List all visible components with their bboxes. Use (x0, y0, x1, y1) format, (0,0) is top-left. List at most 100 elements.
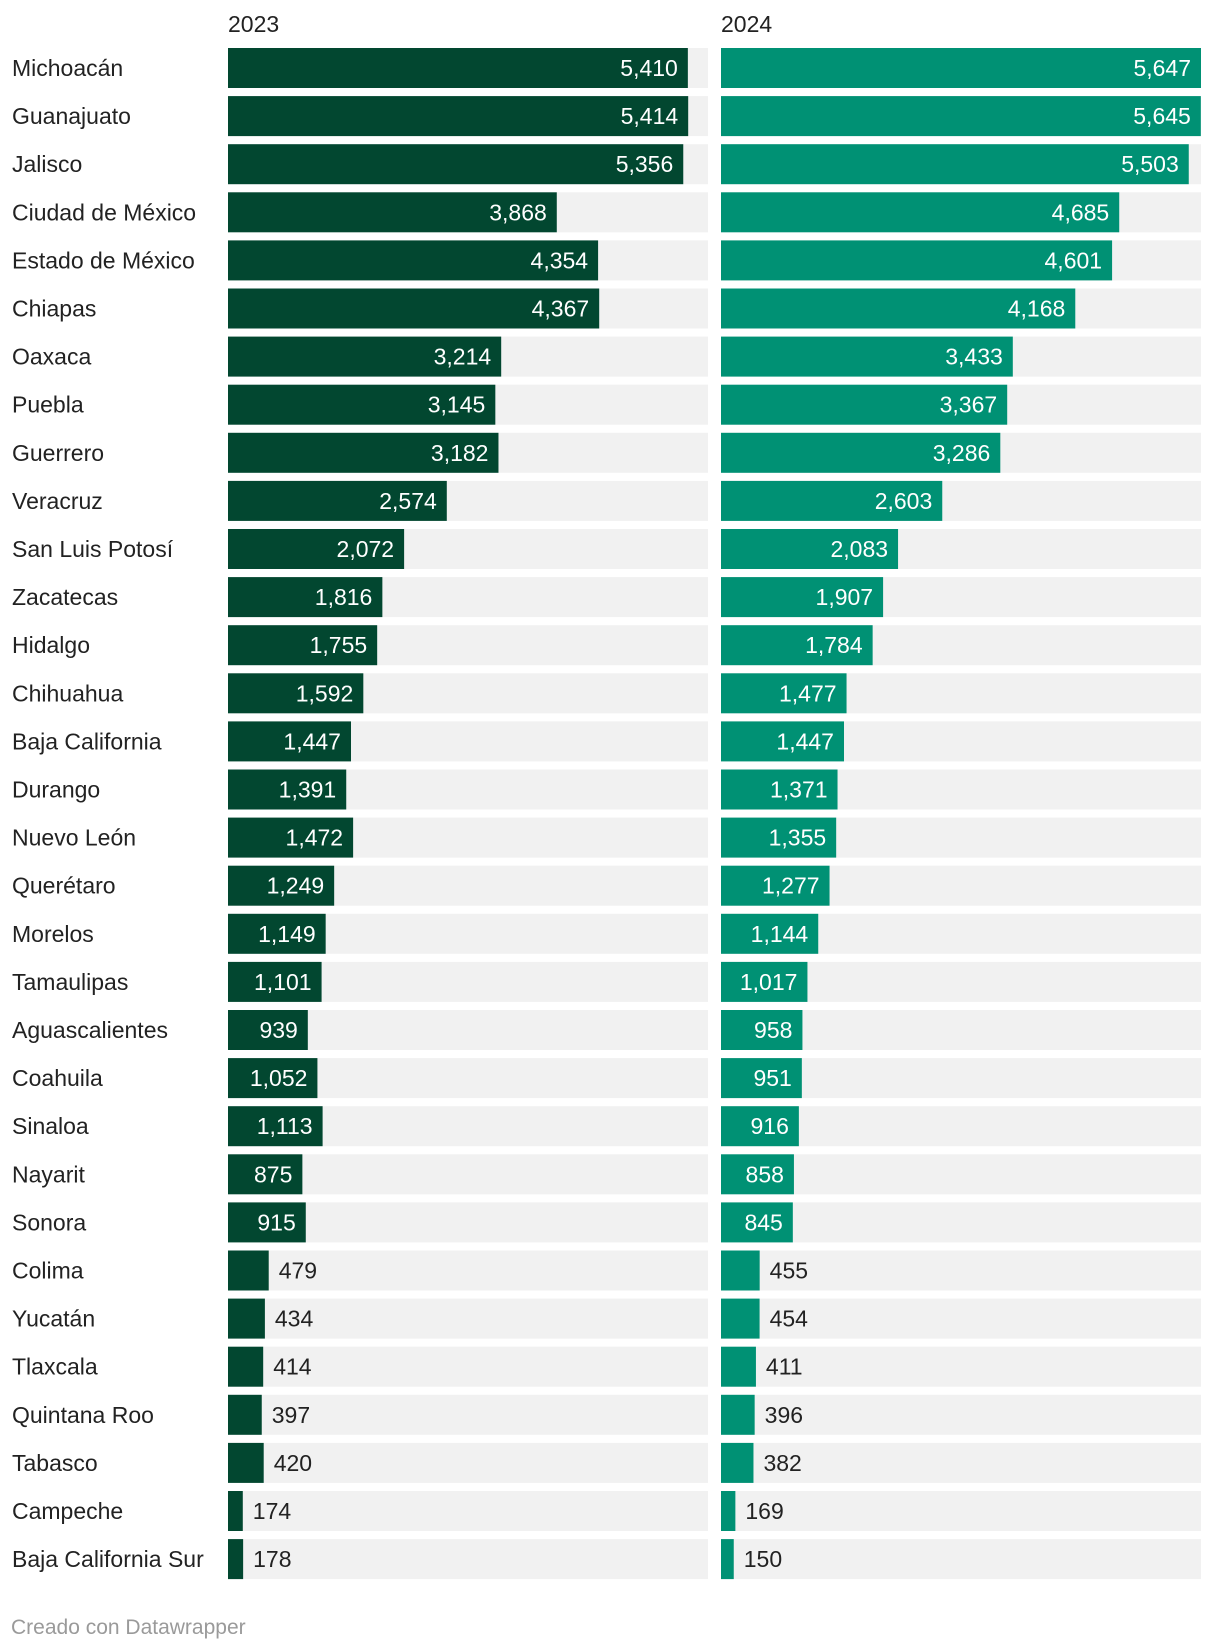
value-label-2024: 1,477 (779, 680, 837, 706)
bar-2023 (228, 1250, 269, 1291)
row-label: Veracruz (12, 488, 103, 514)
bar-2024 (721, 625, 873, 666)
row-label: Oaxaca (12, 344, 91, 370)
bar-2024 (721, 529, 899, 569)
value-label-2024: 150 (744, 1546, 782, 1572)
value-label-2024: 951 (753, 1065, 791, 1091)
bar-track-2024 (721, 1154, 1201, 1195)
value-label-2024: 4,685 (1052, 199, 1110, 225)
value-label-2024: 3,286 (933, 440, 991, 466)
row-label: Estado de México (12, 247, 195, 273)
bar-2024 (721, 1394, 755, 1435)
bar-2023 (228, 480, 447, 521)
bar-2024 (721, 1058, 802, 1099)
bar-2024 (721, 1106, 799, 1147)
bar-2024 (721, 96, 1201, 137)
value-label-2024: 455 (770, 1258, 808, 1284)
row-label: Chiapas (12, 296, 96, 322)
row-label: Michoacán (12, 55, 123, 81)
bar-2024 (721, 1154, 794, 1195)
bar-2024 (721, 865, 830, 906)
value-label-2024: 1,907 (816, 584, 874, 610)
bar-2023 (228, 48, 688, 88)
value-label-2024: 916 (750, 1113, 788, 1139)
value-label-2024: 5,503 (1121, 151, 1179, 177)
value-label-2023: 1,472 (286, 825, 344, 851)
row-label: Morelos (12, 921, 94, 947)
value-label-2023: 1,592 (296, 680, 354, 706)
value-label-2024: 1,355 (769, 825, 827, 851)
value-label-2023: 1,755 (310, 632, 368, 658)
value-label-2024: 1,784 (805, 632, 863, 658)
bar-2024 (721, 192, 1120, 233)
value-label-2024: 382 (763, 1450, 801, 1476)
bar-2023 (228, 913, 326, 954)
row-label: Hidalgo (12, 632, 90, 658)
value-label-2024: 1,144 (751, 921, 809, 947)
bar-2023 (228, 673, 364, 714)
bar-track-2024 (721, 1491, 1201, 1531)
row-label: Coahuila (12, 1065, 103, 1091)
value-label-2023: 915 (257, 1209, 295, 1235)
value-label-2024: 3,433 (945, 344, 1003, 370)
bar-2024 (721, 1346, 756, 1387)
bar-2024 (721, 144, 1189, 185)
bar-track-2024 (721, 1202, 1201, 1243)
value-label-2024: 411 (766, 1354, 803, 1380)
bar-2024 (721, 577, 884, 618)
value-label-2023: 1,052 (250, 1065, 308, 1091)
value-label-2023: 479 (279, 1258, 317, 1284)
row-label: Aguascalientes (12, 1017, 168, 1043)
bar-2023 (228, 817, 354, 858)
value-label-2024: 396 (765, 1402, 803, 1428)
value-label-2023: 1,816 (315, 584, 373, 610)
bar-track-2024 (721, 1394, 1201, 1435)
bar-2023 (228, 1106, 323, 1147)
value-label-2023: 5,410 (620, 55, 678, 81)
bar-2023 (228, 1202, 306, 1243)
footer-credit: Creado con Datawrapper (11, 1616, 246, 1639)
row-label: Jalisco (12, 151, 82, 177)
row-label: Tlaxcala (12, 1354, 98, 1380)
bar-2023 (228, 336, 502, 377)
value-label-2023: 414 (273, 1354, 312, 1380)
bar-track-2023 (228, 1346, 708, 1387)
bar-2024 (721, 240, 1113, 281)
value-label-2024: 1,277 (762, 873, 820, 899)
value-label-2024: 1,371 (770, 777, 828, 803)
row-label: Querétaro (12, 873, 116, 899)
row-label: Campeche (12, 1498, 123, 1524)
value-label-2023: 420 (274, 1450, 312, 1476)
bar-2023 (228, 769, 347, 810)
value-label-2023: 1,101 (254, 969, 312, 995)
value-label-2023: 4,354 (531, 247, 589, 273)
row-label: Ciudad de México (12, 199, 196, 225)
bar-track-2024 (721, 1442, 1201, 1483)
value-label-2023: 3,182 (431, 440, 489, 466)
bar-track-2024 (721, 1250, 1201, 1291)
value-label-2024: 5,647 (1133, 55, 1191, 81)
bar-2023 (228, 1298, 265, 1339)
value-label-2024: 858 (746, 1161, 784, 1187)
bar-track-2023 (228, 1250, 708, 1291)
row-label: Tamaulipas (12, 969, 128, 995)
bar-2024 (721, 721, 844, 762)
value-label-2024: 3,367 (940, 392, 998, 418)
value-label-2024: 1,017 (740, 969, 798, 995)
bar-track-2023 (228, 1394, 708, 1435)
row-label: Guerrero (12, 440, 104, 466)
bar-2024 (721, 480, 943, 521)
bar-2023 (228, 577, 383, 618)
value-label-2023: 434 (275, 1306, 314, 1332)
value-label-2023: 3,145 (428, 392, 486, 418)
bar-2024 (721, 1539, 734, 1580)
bar-2023 (228, 1058, 318, 1099)
bar-track-2024 (721, 1106, 1201, 1147)
bar-2024 (721, 769, 838, 810)
value-label-2023: 5,414 (621, 103, 679, 129)
bar-2024 (721, 336, 1013, 377)
bar-2024 (721, 432, 1001, 473)
bar-2023 (228, 96, 689, 137)
value-label-2023: 875 (254, 1161, 292, 1187)
row-label: Baja California (12, 728, 162, 754)
